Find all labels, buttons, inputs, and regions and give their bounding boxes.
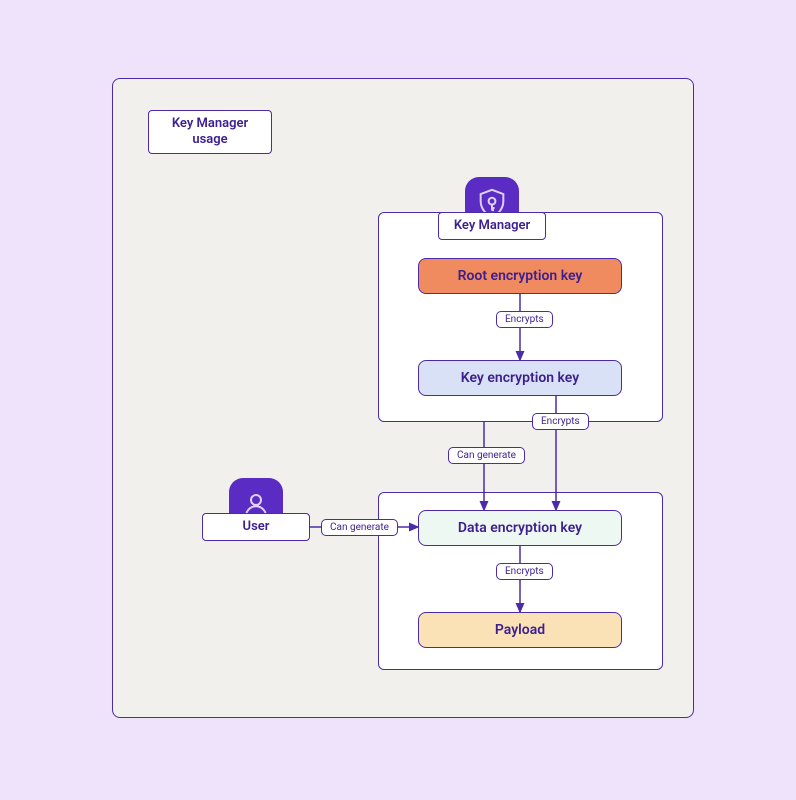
node-key-key: Key encryption key — [418, 360, 622, 396]
edge-label-dek-to-payload: Encrypts — [496, 563, 553, 580]
key-manager-label: Key Manager — [438, 212, 546, 240]
user-label: User — [202, 513, 310, 541]
diagram-canvas: Key Manager usage Key Manager User Root en… — [0, 0, 796, 800]
edge-label-root-to-kek: Encrypts — [496, 311, 553, 328]
node-payload: Payload — [418, 612, 622, 648]
edge-label-user-to-dek: Can generate — [321, 519, 398, 536]
node-root-key: Root encryption key — [418, 258, 622, 294]
edge-label-km-to-dek-left: Can generate — [448, 447, 525, 464]
node-data-key: Data encryption key — [418, 510, 622, 546]
edge-label-kek-to-dek-right: Encrypts — [532, 413, 589, 430]
diagram-title: Key Manager usage — [148, 110, 272, 154]
